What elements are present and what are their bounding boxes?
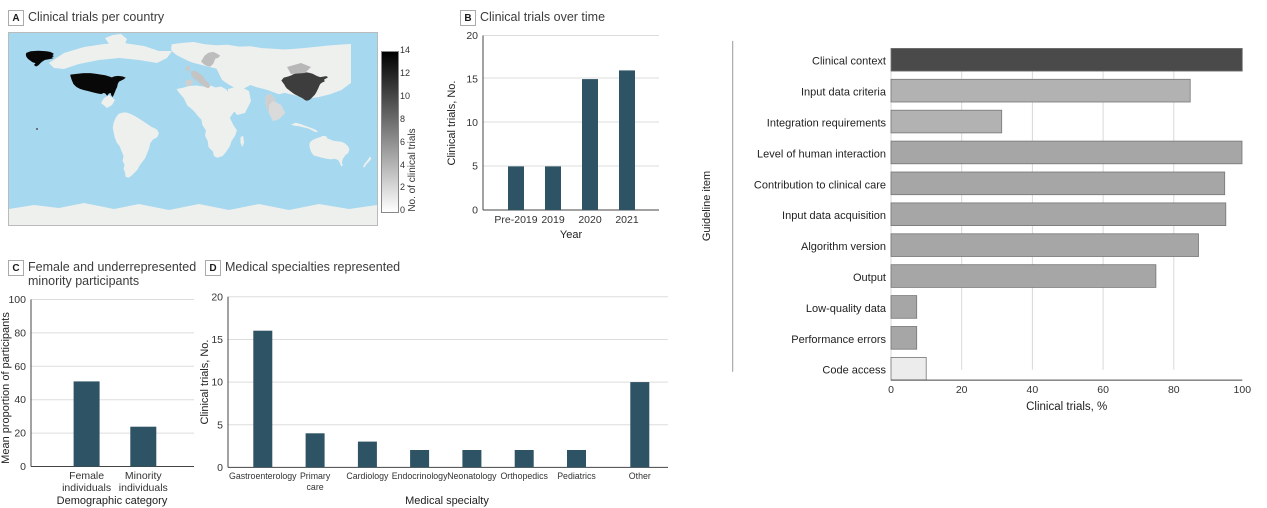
- svg-text:0: 0: [888, 384, 894, 396]
- svg-text:20: 20: [466, 30, 478, 42]
- svg-text:Input data acquisition: Input data acquisition: [782, 210, 886, 222]
- svg-text:Gastroenterology: Gastroenterology: [229, 471, 297, 481]
- svg-text:Level of human interaction: Level of human interaction: [757, 148, 886, 160]
- svg-text:Clinical context: Clinical context: [812, 56, 886, 68]
- svg-text:2021: 2021: [615, 214, 639, 226]
- svg-text:Performance errors: Performance errors: [791, 334, 886, 346]
- svg-text:Endocrinology: Endocrinology: [392, 471, 448, 481]
- svg-text:100: 100: [1234, 384, 1252, 396]
- svg-text:2020: 2020: [578, 214, 602, 226]
- svg-text:0: 0: [472, 205, 478, 217]
- svg-text:Clinical trials, No.: Clinical trials, No.: [200, 340, 211, 425]
- svg-text:Low-quality data: Low-quality data: [806, 303, 887, 315]
- svg-text:Orthopedics: Orthopedics: [500, 471, 548, 481]
- svg-text:40: 40: [1027, 384, 1039, 396]
- svg-text:5: 5: [217, 419, 223, 431]
- svg-text:Mean proportion of participant: Mean proportion of participants: [0, 312, 12, 464]
- svg-text:80: 80: [14, 327, 26, 339]
- svg-text:20: 20: [211, 291, 223, 303]
- svg-text:Contribution to clinical care: Contribution to clinical care: [754, 179, 886, 191]
- svg-text:Neonatology: Neonatology: [447, 471, 497, 481]
- svg-text:Guideline item: Guideline item: [701, 171, 713, 241]
- svg-text:100: 100: [8, 294, 26, 306]
- svg-text:Pre-2019: Pre-2019: [494, 214, 537, 226]
- svg-text:care: care: [307, 482, 324, 492]
- svg-text:10: 10: [211, 377, 223, 389]
- svg-text:15: 15: [211, 334, 223, 346]
- svg-text:No. of clinical trials: No. of clinical trials: [407, 128, 418, 211]
- svg-text:Female: Female: [69, 470, 104, 482]
- svg-text:0: 0: [20, 461, 26, 473]
- svg-text:80: 80: [1168, 384, 1180, 396]
- svg-text:Input data criteria: Input data criteria: [801, 87, 887, 99]
- svg-text:5: 5: [472, 161, 478, 173]
- svg-text:individuals: individuals: [119, 482, 168, 494]
- svg-text:Pediatrics: Pediatrics: [557, 471, 596, 481]
- svg-text:20: 20: [956, 384, 968, 396]
- svg-text:Integration requirements: Integration requirements: [767, 118, 887, 130]
- svg-text:20: 20: [14, 428, 26, 440]
- svg-text:Cardiology: Cardiology: [346, 471, 389, 481]
- svg-text:Clinical trials, %: Clinical trials, %: [1026, 401, 1107, 413]
- svg-text:10: 10: [466, 117, 478, 129]
- svg-text:15: 15: [466, 74, 478, 86]
- svg-text:40: 40: [14, 394, 26, 406]
- svg-text:0: 0: [217, 462, 223, 474]
- svg-text:Year: Year: [560, 229, 583, 241]
- svg-text:Demographic category: Demographic category: [57, 495, 168, 507]
- svg-text:individuals: individuals: [62, 482, 111, 494]
- svg-text:Code access: Code access: [822, 365, 886, 377]
- svg-text:Other: Other: [629, 471, 651, 481]
- svg-text:Minority: Minority: [125, 470, 163, 482]
- svg-text:60: 60: [14, 361, 26, 373]
- svg-text:60: 60: [1097, 384, 1109, 396]
- svg-text:Output: Output: [853, 272, 886, 284]
- svg-text:Algorithm version: Algorithm version: [801, 241, 886, 253]
- svg-text:Primary: Primary: [300, 471, 331, 481]
- svg-text:Medical specialty: Medical specialty: [405, 495, 489, 507]
- svg-text:Clinical trials, No.: Clinical trials, No.: [446, 81, 458, 166]
- svg-text:2019: 2019: [541, 214, 565, 226]
